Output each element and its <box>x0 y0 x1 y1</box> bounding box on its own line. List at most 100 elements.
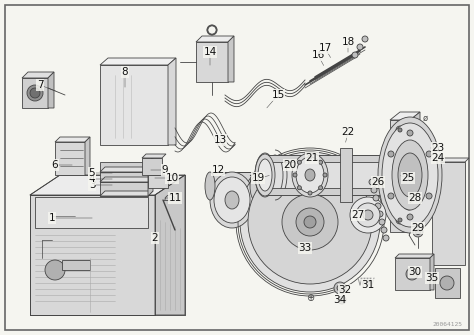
Circle shape <box>426 193 432 199</box>
Text: 20064125: 20064125 <box>432 322 462 327</box>
Polygon shape <box>210 172 255 200</box>
Text: 26: 26 <box>371 177 384 187</box>
Text: 4: 4 <box>89 174 95 184</box>
Circle shape <box>396 148 404 156</box>
Circle shape <box>319 186 323 190</box>
Polygon shape <box>395 254 434 258</box>
Circle shape <box>413 227 423 237</box>
Polygon shape <box>196 42 228 82</box>
Text: 10: 10 <box>165 173 179 183</box>
Circle shape <box>377 211 383 217</box>
Circle shape <box>440 276 454 290</box>
Text: 20: 20 <box>283 160 297 170</box>
Circle shape <box>398 173 402 177</box>
Text: 11: 11 <box>168 193 182 203</box>
Polygon shape <box>142 154 166 158</box>
Circle shape <box>426 151 432 157</box>
Text: 25: 25 <box>401 173 415 183</box>
Polygon shape <box>390 112 420 120</box>
Circle shape <box>398 150 402 154</box>
Polygon shape <box>265 188 395 195</box>
Polygon shape <box>48 72 54 108</box>
Ellipse shape <box>305 169 315 181</box>
Text: 9: 9 <box>162 165 168 175</box>
Polygon shape <box>395 258 430 290</box>
Text: 35: 35 <box>425 273 438 283</box>
Circle shape <box>369 179 375 185</box>
Ellipse shape <box>392 140 428 210</box>
Bar <box>62 260 90 270</box>
Polygon shape <box>265 155 395 162</box>
Polygon shape <box>265 155 395 195</box>
Circle shape <box>308 191 312 195</box>
Ellipse shape <box>205 172 215 200</box>
Text: 18: 18 <box>341 37 355 47</box>
Circle shape <box>293 173 297 177</box>
Polygon shape <box>100 172 148 182</box>
Text: 16: 16 <box>311 50 325 60</box>
Circle shape <box>383 235 389 241</box>
Circle shape <box>404 200 414 210</box>
Polygon shape <box>430 254 434 290</box>
Circle shape <box>308 155 312 159</box>
Text: 14: 14 <box>203 47 217 57</box>
Polygon shape <box>100 182 148 196</box>
Circle shape <box>375 203 381 209</box>
Circle shape <box>373 195 379 201</box>
Text: 22: 22 <box>341 127 355 137</box>
Ellipse shape <box>225 191 239 209</box>
Circle shape <box>323 173 327 177</box>
Ellipse shape <box>398 153 422 197</box>
Text: 5: 5 <box>89 168 95 178</box>
Circle shape <box>30 88 40 98</box>
Polygon shape <box>100 167 153 172</box>
Polygon shape <box>432 158 469 162</box>
Polygon shape <box>168 58 176 145</box>
Circle shape <box>248 160 372 284</box>
Circle shape <box>398 218 402 222</box>
Text: ø: ø <box>422 114 428 123</box>
Polygon shape <box>22 72 54 78</box>
Circle shape <box>398 128 402 132</box>
Text: 19: 19 <box>251 173 264 183</box>
Text: 33: 33 <box>298 243 311 253</box>
Polygon shape <box>400 188 422 192</box>
Ellipse shape <box>210 172 254 228</box>
Circle shape <box>296 208 324 236</box>
Polygon shape <box>432 162 465 265</box>
Polygon shape <box>142 158 162 175</box>
Circle shape <box>319 160 323 164</box>
Circle shape <box>396 126 404 134</box>
Circle shape <box>379 219 385 225</box>
Ellipse shape <box>292 153 328 197</box>
Text: 27: 27 <box>351 210 365 220</box>
Circle shape <box>334 282 346 294</box>
Polygon shape <box>22 78 48 108</box>
Ellipse shape <box>267 155 283 195</box>
Ellipse shape <box>214 177 250 223</box>
Polygon shape <box>55 137 90 142</box>
Text: 30: 30 <box>409 267 421 277</box>
Circle shape <box>337 285 343 291</box>
Polygon shape <box>148 167 153 182</box>
Circle shape <box>362 36 368 42</box>
Circle shape <box>45 260 65 280</box>
Circle shape <box>396 216 404 224</box>
Text: 23: 23 <box>431 143 445 153</box>
Circle shape <box>371 187 377 193</box>
Text: 15: 15 <box>272 90 284 100</box>
Circle shape <box>282 194 338 250</box>
Circle shape <box>388 193 394 199</box>
Circle shape <box>381 227 387 233</box>
Circle shape <box>352 52 358 58</box>
Text: 32: 32 <box>338 285 352 295</box>
Polygon shape <box>410 112 420 232</box>
Ellipse shape <box>257 157 273 193</box>
Polygon shape <box>100 177 153 182</box>
Text: 34: 34 <box>333 295 346 305</box>
Circle shape <box>407 130 413 136</box>
Polygon shape <box>30 195 155 315</box>
Ellipse shape <box>255 154 275 196</box>
Ellipse shape <box>258 159 272 191</box>
Text: 21: 21 <box>305 153 319 163</box>
